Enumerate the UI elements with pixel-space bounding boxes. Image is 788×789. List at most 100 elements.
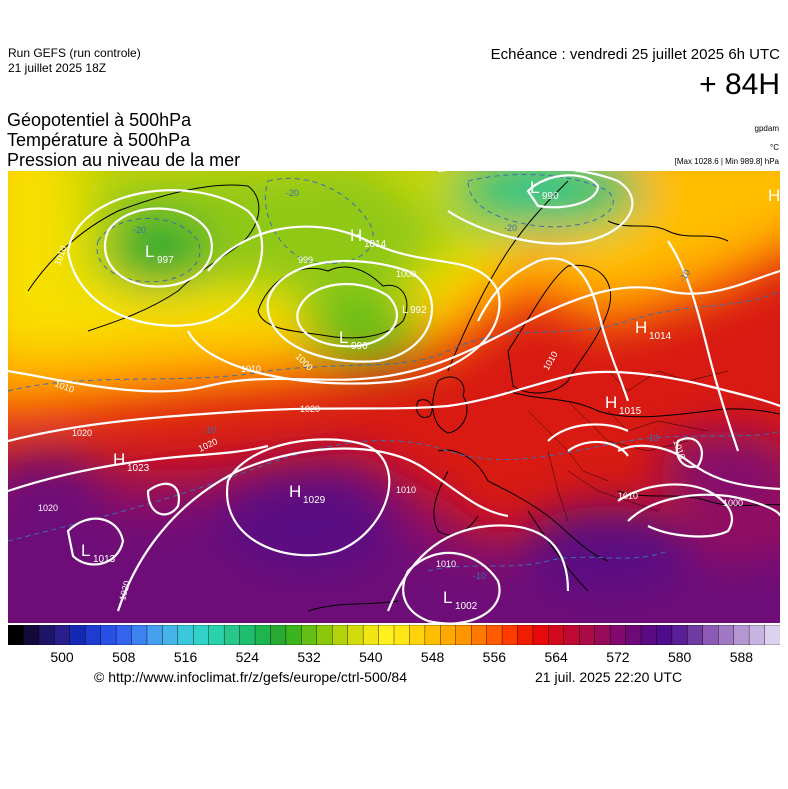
isobar-label: 1020 — [300, 404, 320, 414]
color-swatch — [362, 625, 380, 645]
run-title: Run GEFS (run controle) — [8, 46, 141, 60]
color-scale-tick: 556 — [483, 649, 507, 665]
svg-text:L: L — [339, 328, 348, 347]
unit-pressure: [Max 1028.6 | Min 989.8] hPa — [674, 157, 779, 166]
isobar-label: 1010 — [436, 559, 456, 569]
svg-text:1002: 1002 — [455, 601, 478, 612]
svg-text:H: H — [635, 318, 647, 337]
color-swatch — [532, 625, 550, 645]
high-center: H 1014 — [635, 318, 672, 342]
svg-text:1023: 1023 — [127, 463, 150, 474]
svg-text:1013: 1013 — [93, 554, 116, 565]
svg-text:L: L — [402, 304, 408, 316]
color-swatch — [69, 625, 86, 645]
svg-text:990: 990 — [542, 191, 559, 202]
temperature-label: -20 — [504, 223, 517, 233]
color-swatch — [609, 625, 627, 645]
color-scale-tick: 500 — [50, 649, 74, 665]
low-center: L 1002 — [443, 588, 478, 612]
color-swatch — [301, 625, 318, 645]
param-temperature: Température à 500hPa — [7, 130, 191, 150]
color-scale-tick: 524 — [236, 649, 260, 665]
low-center: L 990 — [530, 178, 559, 202]
param-geopotential: Géopotentiel à 500hPa — [7, 110, 192, 130]
color-swatch — [455, 625, 472, 645]
color-swatch — [625, 625, 642, 645]
source-url[interactable]: © http://www.infoclimat.fr/z/gefs/europe… — [94, 669, 408, 685]
color-swatch — [115, 625, 133, 645]
isobar-label: 1020 — [72, 428, 92, 438]
svg-text:H: H — [289, 482, 301, 501]
color-swatch — [563, 625, 580, 645]
svg-text:990: 990 — [351, 341, 368, 352]
color-swatch — [517, 625, 534, 645]
isobar-labels: 1010 999 1000 1000 1010 1020 1020 1020 1… — [38, 244, 743, 601]
svg-text:1015: 1015 — [619, 406, 642, 417]
color-swatch — [440, 625, 457, 645]
color-swatch — [594, 625, 611, 645]
color-swatch — [424, 625, 442, 645]
run-date: 21 juillet 2025 18Z — [8, 61, 107, 75]
color-swatch — [548, 625, 565, 645]
color-swatch — [671, 625, 689, 645]
forecast-valid-time: Echéance : vendredi 25 juillet 2025 6h U… — [490, 46, 780, 63]
svg-text:L: L — [443, 588, 452, 607]
color-swatch — [486, 625, 503, 645]
color-swatch — [393, 625, 411, 645]
color-scale-tick: 516 — [174, 649, 198, 665]
color-swatch — [501, 625, 519, 645]
color-swatch — [223, 625, 241, 645]
color-swatch — [687, 625, 704, 645]
high-center: H 1023 — [113, 450, 150, 474]
temperature-label: -10 — [646, 433, 659, 443]
color-swatch — [84, 625, 102, 645]
color-scale-tick: 572 — [606, 649, 630, 665]
color-swatch — [471, 625, 488, 645]
color-swatch — [131, 625, 148, 645]
generation-time: 21 juil. 2025 22:20 UTC — [535, 669, 683, 685]
color-swatch — [579, 625, 596, 645]
isobar-label: 1000 — [723, 498, 743, 508]
svg-text:992: 992 — [410, 305, 427, 316]
color-swatch — [239, 625, 256, 645]
unit-temperature: °C — [770, 143, 779, 152]
coastlines — [27, 180, 780, 612]
svg-text:1014: 1014 — [649, 331, 672, 342]
svg-text:H: H — [768, 186, 780, 205]
color-swatch — [23, 625, 40, 645]
color-swatch — [162, 625, 179, 645]
color-swatch — [270, 625, 287, 645]
isobar-label: 1000 — [396, 269, 416, 279]
color-swatch — [347, 625, 364, 645]
isobar-label: 1010 — [396, 485, 416, 495]
low-center: L 1013 — [81, 541, 116, 565]
color-swatch — [254, 625, 272, 645]
color-swatch — [640, 625, 658, 645]
color-swatch — [409, 625, 426, 645]
isobar-label: 1010 — [618, 491, 638, 501]
color-swatch — [193, 625, 210, 645]
svg-text:1014: 1014 — [364, 239, 387, 250]
isobar-label: 999 — [298, 255, 313, 265]
temperature-label: -20 — [286, 188, 299, 198]
color-scale-bar — [8, 625, 780, 645]
high-center: H 1015 — [605, 393, 642, 417]
color-swatch — [54, 625, 71, 645]
color-swatch — [702, 625, 719, 645]
color-swatch — [718, 625, 735, 645]
low-center: L 997 — [145, 242, 174, 266]
high-center: H 1029 — [289, 482, 326, 506]
isobars — [8, 171, 780, 623]
svg-text:997: 997 — [157, 255, 174, 266]
param-pressure: Pression au niveau de la mer — [7, 150, 241, 170]
temperature-label: -20 — [133, 225, 146, 235]
unit-geopotential: gpdam — [754, 124, 779, 133]
geopotential-field: 1010 999 1000 1000 1010 1020 1020 1020 1… — [8, 171, 780, 623]
color-scale-tick: 508 — [112, 649, 136, 665]
isobar-label: 1020 — [38, 503, 58, 513]
color-swatch — [8, 625, 25, 645]
color-swatch — [285, 625, 303, 645]
svg-text:L: L — [530, 178, 539, 197]
svg-text:L: L — [145, 242, 154, 261]
color-scale-tick: 532 — [297, 649, 321, 665]
